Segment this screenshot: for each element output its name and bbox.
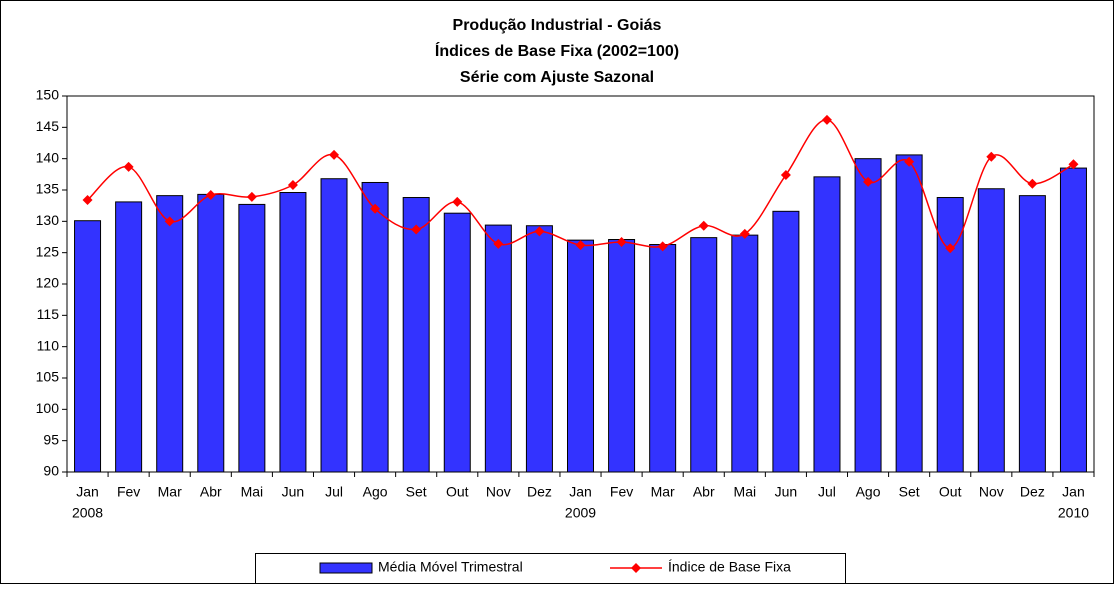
bar — [1059, 167, 1087, 473]
line-marker — [493, 238, 504, 249]
bar — [361, 181, 389, 473]
bar — [731, 234, 759, 473]
line-marker — [82, 195, 93, 206]
legend-label: Média Móvel Trimestral — [378, 559, 523, 575]
y-tick-label: 145 — [36, 118, 60, 134]
bar — [443, 212, 471, 473]
y-tick-label: 90 — [43, 463, 59, 479]
bar — [402, 197, 430, 473]
line-marker — [986, 151, 997, 162]
line-marker — [205, 190, 216, 201]
bar — [608, 239, 636, 473]
bar — [936, 197, 964, 473]
x-year-label: 2009 — [565, 505, 596, 521]
bar — [567, 239, 594, 473]
y-tick-label: 95 — [43, 431, 59, 447]
bar — [977, 188, 1005, 473]
legend-swatch — [319, 562, 373, 574]
x-tick-label: Jun — [282, 484, 305, 500]
bar — [197, 193, 225, 473]
y-tick-label: 115 — [37, 306, 60, 322]
y-tick-label: 140 — [36, 149, 60, 165]
x-tick-label: Mar — [158, 484, 182, 500]
line-marker — [616, 237, 627, 248]
bar — [156, 195, 184, 473]
x-tick-label: Fev — [117, 484, 140, 500]
chart-subtitle: Índices de Base Fixa (2002=100) — [435, 41, 679, 60]
x-tick-label: Jul — [325, 484, 343, 500]
x-tick-label: Ago — [856, 484, 881, 500]
line-marker — [945, 243, 956, 254]
line-marker — [370, 203, 381, 214]
legend-label: Índice de Base Fixa — [668, 559, 791, 575]
x-tick-label: Out — [446, 484, 469, 500]
bar — [484, 224, 512, 473]
x-tick-label: Nov — [979, 484, 1004, 500]
bar — [649, 244, 677, 473]
bar — [690, 237, 718, 473]
bar — [895, 154, 923, 473]
y-tick-label: 110 — [37, 337, 60, 353]
bar — [74, 220, 102, 473]
line-marker — [698, 220, 709, 231]
x-tick-label: Mar — [651, 484, 675, 500]
y-tick-label: 105 — [36, 369, 60, 385]
x-tick-label: Abr — [200, 484, 222, 500]
line-marker — [164, 216, 175, 227]
x-tick-label: Jan — [569, 484, 592, 500]
line-marker — [123, 161, 134, 172]
x-tick-label: Out — [939, 484, 962, 500]
x-tick-label: Jan — [1062, 484, 1085, 500]
line-marker — [821, 114, 832, 125]
chart-title: Produção Industrial - Goiás — [453, 17, 662, 34]
x-tick-label: Set — [406, 484, 427, 500]
line-marker — [246, 191, 257, 202]
x-tick-label: Jun — [775, 484, 798, 500]
x-tick-label: Abr — [693, 484, 715, 500]
bar — [525, 225, 553, 473]
line-marker — [575, 240, 586, 251]
line-marker — [287, 179, 298, 190]
line-marker — [657, 241, 668, 252]
x-tick-label: Ago — [363, 484, 388, 500]
line-marker — [780, 169, 791, 180]
y-tick-label: 120 — [36, 275, 60, 291]
line-marker — [863, 176, 874, 187]
x-tick-label: Set — [899, 484, 920, 500]
line-marker — [1027, 178, 1038, 189]
x-tick-label: Jan — [76, 484, 99, 500]
line-marker — [631, 563, 641, 573]
x-tick-label: Fev — [610, 484, 633, 500]
bar — [115, 201, 143, 473]
x-tick-label: Jul — [818, 484, 836, 500]
x-year-label: 2008 — [72, 505, 103, 521]
bar — [279, 192, 307, 473]
y-tick-label: 100 — [36, 400, 60, 416]
bar — [813, 176, 841, 473]
bar — [854, 158, 882, 473]
line-marker — [534, 226, 545, 237]
line-marker — [452, 196, 463, 207]
x-tick-label: Dez — [527, 484, 552, 500]
y-tick-label: 130 — [36, 212, 60, 228]
bar — [772, 210, 800, 473]
chart-subtitle: Série com Ajuste Sazonal — [460, 69, 654, 86]
x-tick-label: Nov — [486, 484, 511, 500]
line-marker — [1068, 159, 1079, 170]
line-marker — [904, 156, 915, 167]
bar — [238, 203, 266, 473]
y-tick-label: 125 — [36, 243, 60, 259]
x-year-label: 2010 — [1058, 505, 1089, 521]
x-tick-label: Mai — [734, 484, 757, 500]
line-marker — [411, 224, 422, 235]
x-tick-label: Dez — [1020, 484, 1045, 500]
bar — [1018, 195, 1046, 473]
line-marker — [739, 228, 750, 239]
bar — [320, 178, 348, 473]
y-tick-label: 150 — [36, 87, 60, 103]
x-tick-label: Mai — [241, 484, 264, 500]
line-marker — [329, 149, 340, 160]
y-tick-label: 135 — [36, 181, 60, 197]
